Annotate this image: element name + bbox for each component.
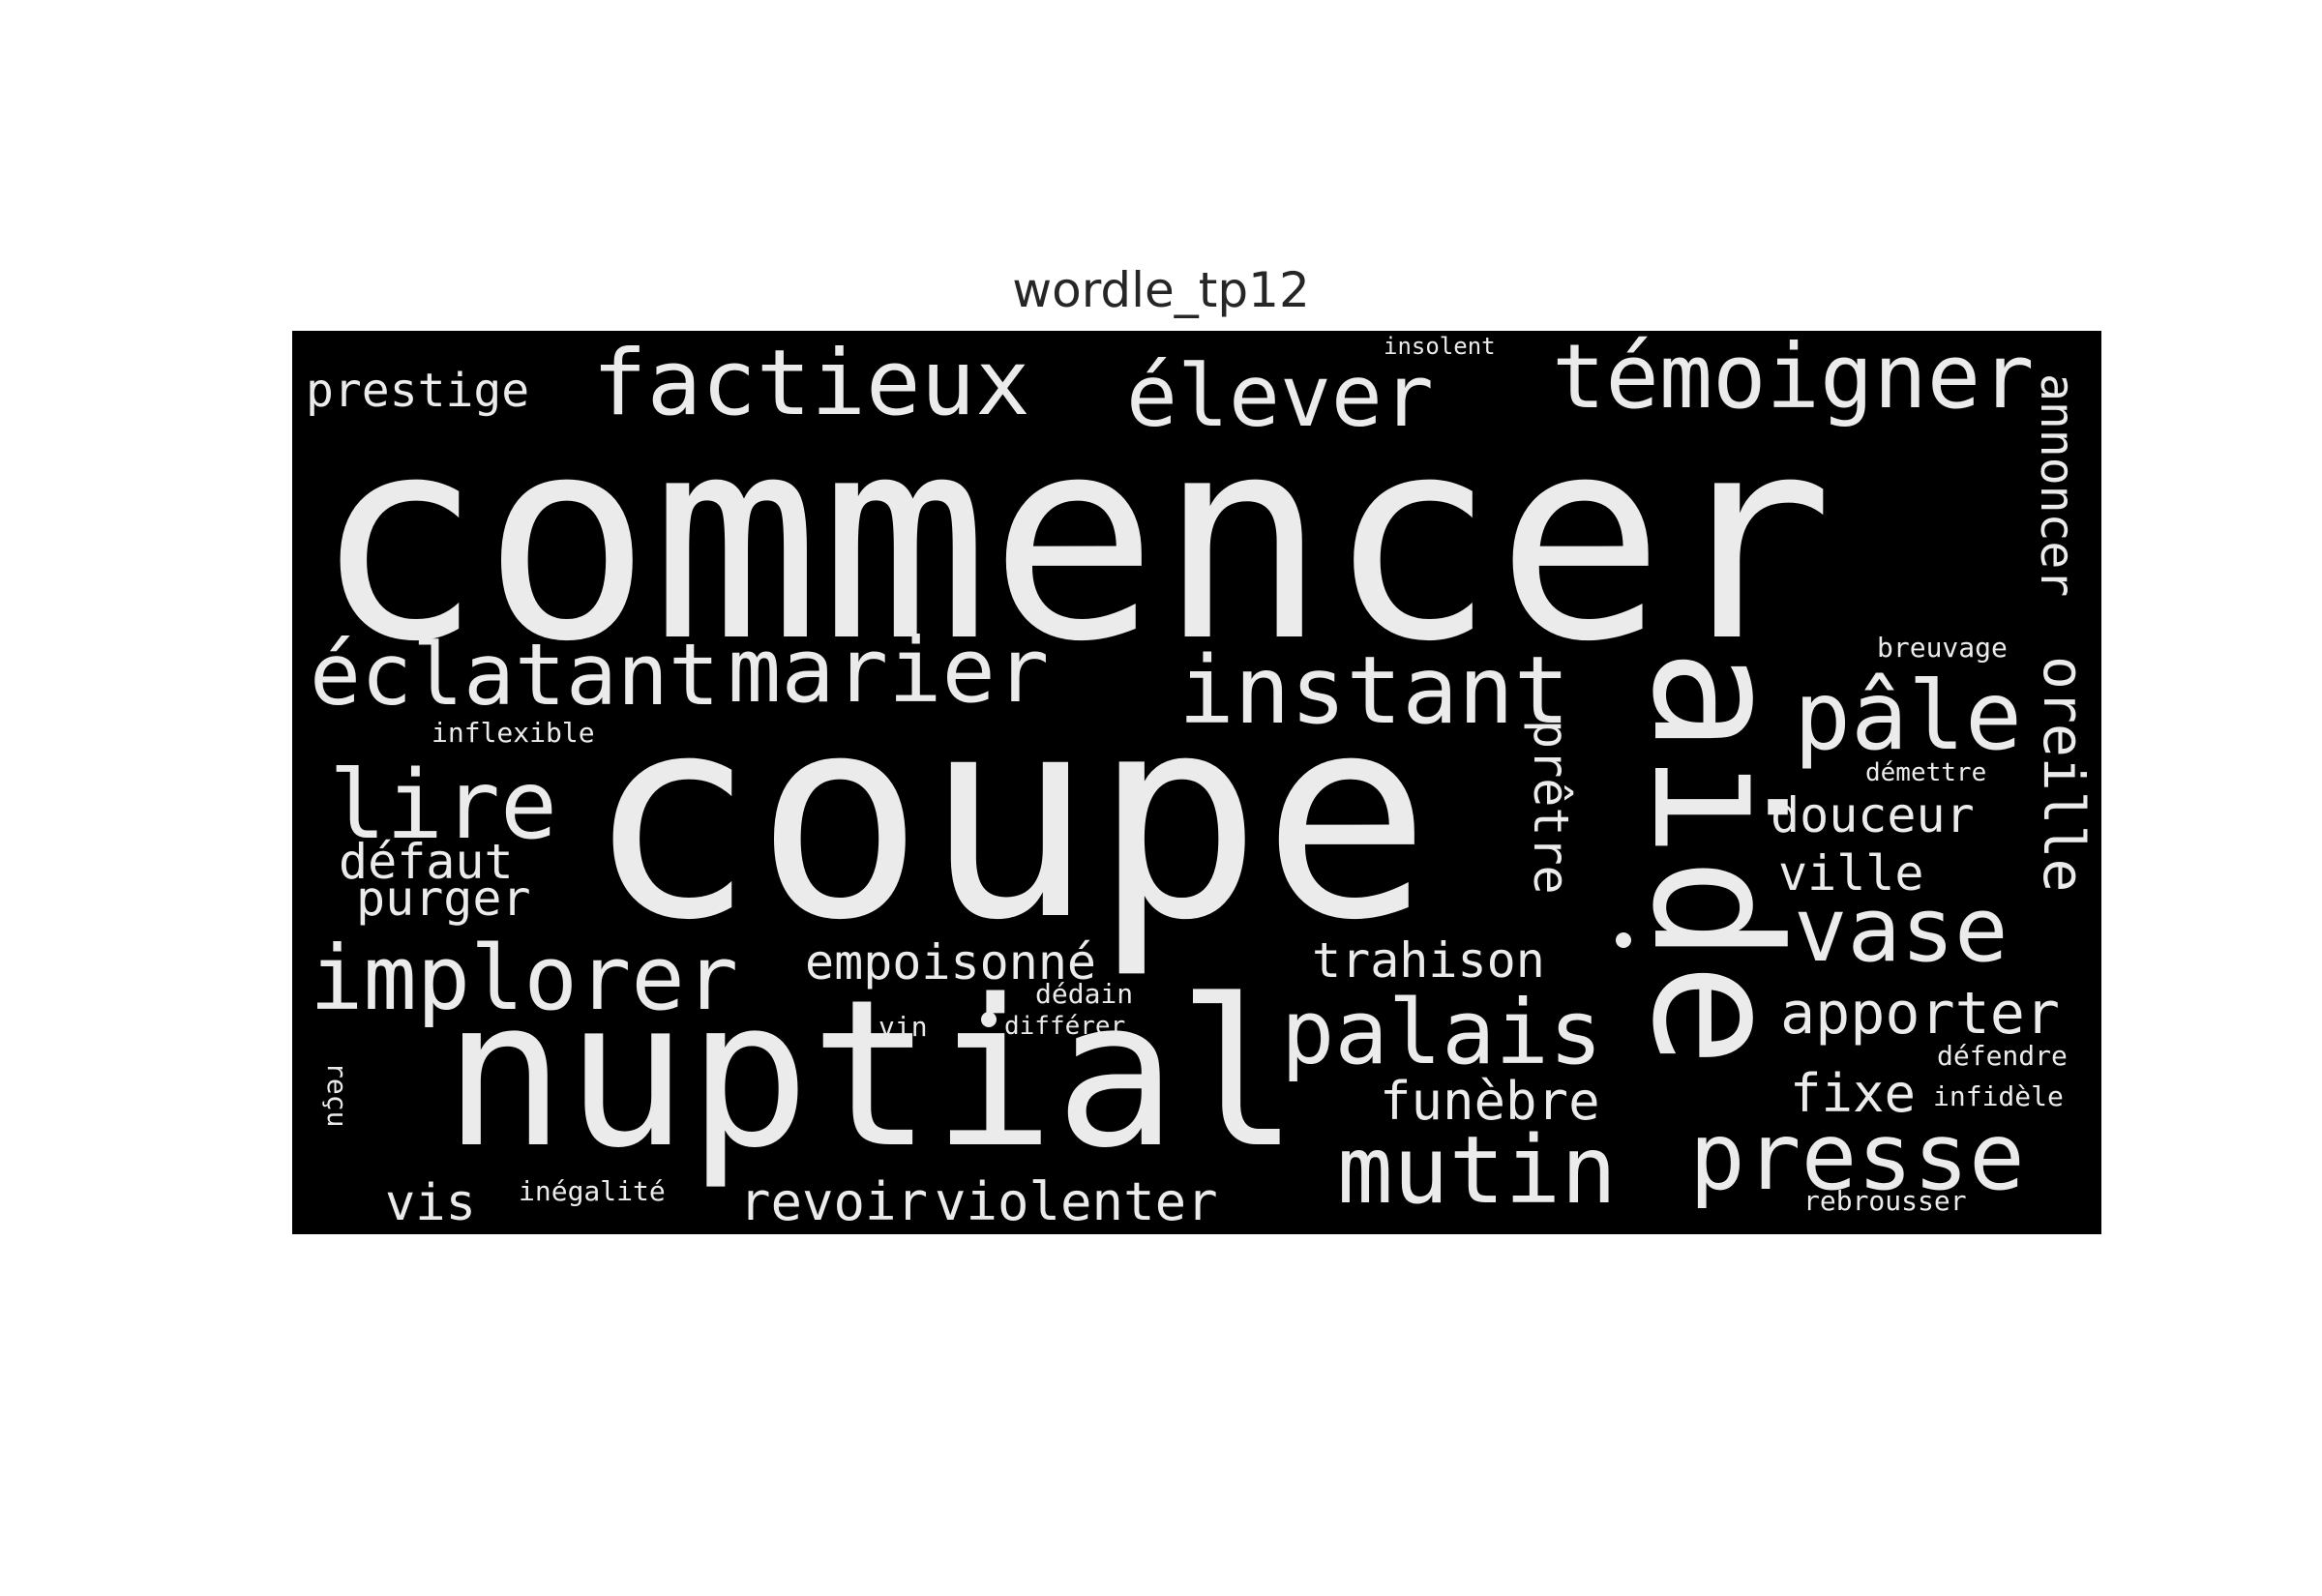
word-rebrousser: rebrousser (1803, 1185, 1967, 1217)
word-defendre: défendre (1937, 1040, 2068, 1072)
word-prestige: prestige (306, 364, 530, 418)
word-dedain: dédain (1035, 978, 1134, 1010)
word-commencer: commencer (313, 377, 1834, 703)
word-marier: marier (728, 619, 1050, 723)
word-aide: aide (1614, 648, 1816, 1068)
word-oreille: oreille (2031, 656, 2097, 893)
word-douceur: douceur (1771, 787, 1975, 843)
word-purger: purger (356, 871, 531, 927)
word-lire: lire (329, 751, 558, 861)
aide-i-dot (1616, 932, 1631, 948)
word-pale: pâle (1794, 662, 2023, 772)
word-inegalite: inégalité (519, 1175, 666, 1207)
word-revoir: revoir (739, 1171, 929, 1232)
word-inflexible: inflexible (432, 717, 595, 749)
word-presse: presse (1689, 1103, 2025, 1211)
word-coupe: coupe (586, 656, 1431, 982)
word-trahison: trahison (1312, 932, 1545, 989)
word-factieux: factieux (592, 331, 1030, 436)
word-demettre: démettre (1865, 758, 1987, 787)
word-eclatant: éclatant (310, 625, 720, 724)
word-temoigner: témoigner (1552, 331, 2035, 429)
word-mutin: mutin (1337, 1116, 1617, 1225)
differer-bullet (981, 1012, 997, 1027)
word-violenter: violenter (935, 1171, 1218, 1232)
word-cloud: prestige factieux élever insolent témoig… (292, 331, 2101, 1234)
chart-title: wordle_tp12 (1012, 262, 1310, 318)
word-defaut: défaut (339, 834, 514, 890)
word-empoisonne: empoisonné (805, 934, 1097, 990)
word-pretre: prêtre (1523, 720, 1579, 895)
word-insolent: insolent (1384, 333, 1496, 360)
word-funebre: funèbre (1380, 1071, 1600, 1132)
word-nuptial: nuptial (443, 956, 1300, 1193)
word-vis: vis (385, 1174, 476, 1232)
word-recu: reçu (321, 1062, 353, 1128)
word-fixe: fixe (1790, 1063, 1917, 1124)
word-instant: instant (1178, 636, 1570, 745)
word-infidele: infidèle (1933, 1080, 2064, 1112)
word-vin: vin (878, 1011, 928, 1043)
word-vase: vase (1794, 878, 2009, 982)
word-annoncer: annoncer (2030, 373, 2084, 598)
word-differer: différer (1004, 1012, 1126, 1041)
word-palais: palais (1281, 981, 1603, 1084)
word-apporter: apporter (1780, 980, 2060, 1048)
word-breuvage: breuvage (1877, 632, 2008, 664)
word-ville: ville (1778, 845, 1924, 901)
word-implorer: implorer (310, 927, 739, 1030)
word-elever: élever (1126, 346, 1434, 446)
